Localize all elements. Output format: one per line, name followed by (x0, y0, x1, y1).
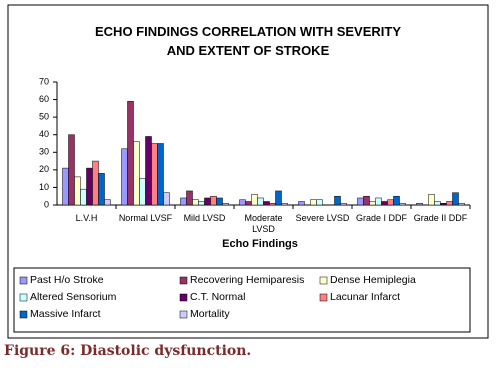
bar (139, 178, 146, 206)
x-tick-label: Severe LVSD (295, 213, 350, 223)
bar (369, 201, 376, 206)
bar (381, 201, 388, 206)
y-tick-label: 60 (39, 94, 49, 104)
bar (239, 199, 246, 206)
bar (357, 197, 364, 206)
y-tick-label: 30 (39, 147, 49, 157)
chart-title: ECHO FINDINGS CORRELATION WITH SEVERITY … (95, 24, 401, 58)
bar (80, 188, 87, 206)
x-tick-label: Normal LVSF (118, 213, 173, 223)
bar (340, 202, 347, 206)
legend-swatch (19, 310, 28, 319)
bar (393, 195, 400, 206)
legend-label: Mortality (190, 308, 230, 320)
y-tick-label: 20 (39, 164, 49, 174)
x-tick-label: Grade I DDF (355, 213, 407, 223)
legend-swatch (179, 293, 188, 302)
bar (263, 201, 270, 206)
y-tick-label: 40 (39, 129, 49, 139)
bar (127, 101, 134, 206)
bar (157, 143, 164, 206)
bar (334, 195, 341, 206)
bar (458, 202, 465, 206)
bar (86, 167, 93, 206)
bar (310, 199, 317, 206)
x-tick-label: Grade II DDF (413, 213, 468, 223)
bar (68, 134, 75, 206)
bar (257, 197, 264, 206)
bar (163, 192, 170, 206)
bar (387, 199, 394, 206)
y-tick-label: 10 (39, 182, 49, 192)
bar (269, 202, 276, 206)
bar (216, 197, 223, 206)
y-tick-label: 70 (39, 76, 49, 86)
bar (210, 195, 217, 206)
x-axis-label: Echo Findings (222, 238, 298, 250)
bar (245, 201, 252, 206)
bar (151, 143, 158, 206)
figure-caption: Figure 6: Diastolic dysfunction. (4, 343, 252, 359)
bar (222, 202, 229, 206)
legend-swatch (319, 293, 328, 302)
legend-swatch (179, 276, 188, 285)
bar (281, 202, 288, 206)
legend-label: Past H/o Stroke (30, 274, 104, 286)
bar (275, 190, 282, 206)
bar (145, 136, 152, 206)
x-tick-label: Moderate LVSD (244, 213, 283, 234)
bar (363, 195, 370, 206)
bar (375, 197, 382, 206)
bar (416, 202, 423, 206)
legend-label: Altered Sensorium (30, 291, 117, 303)
bar (133, 141, 140, 206)
legend-label: Dense Hemiplegia (330, 274, 416, 286)
bar (440, 202, 447, 206)
bar (204, 197, 211, 206)
x-tick-label: L.V.H (75, 213, 98, 223)
bar (62, 167, 69, 206)
bar (192, 199, 199, 206)
bar (104, 199, 111, 206)
bar (186, 190, 193, 206)
y-tick-label: 0 (44, 199, 49, 209)
legend-label: Massive Infarct (30, 308, 101, 320)
x-tick-label: Mild LVSD (183, 213, 226, 223)
bar (452, 192, 459, 206)
bar (74, 176, 81, 206)
y-tick-label: 50 (39, 112, 49, 122)
bar (98, 173, 105, 206)
bar (399, 202, 406, 206)
bar (434, 201, 441, 206)
legend-swatch (319, 276, 328, 285)
legend-swatch (179, 310, 188, 319)
bar (180, 197, 187, 206)
bar (428, 194, 435, 206)
bar (198, 201, 205, 206)
legend-swatch (19, 293, 28, 302)
legend-label: C.T. Normal (190, 291, 246, 303)
legend-label: Recovering Hemiparesis (190, 274, 305, 286)
bar (92, 160, 99, 206)
legend-label: Lacunar Infarct (330, 291, 401, 303)
legend-swatch (19, 276, 28, 285)
bar (251, 194, 258, 206)
bar (316, 199, 323, 206)
bar (121, 148, 128, 206)
legend-box (13, 267, 471, 333)
bar (298, 201, 305, 206)
bar (446, 201, 453, 206)
